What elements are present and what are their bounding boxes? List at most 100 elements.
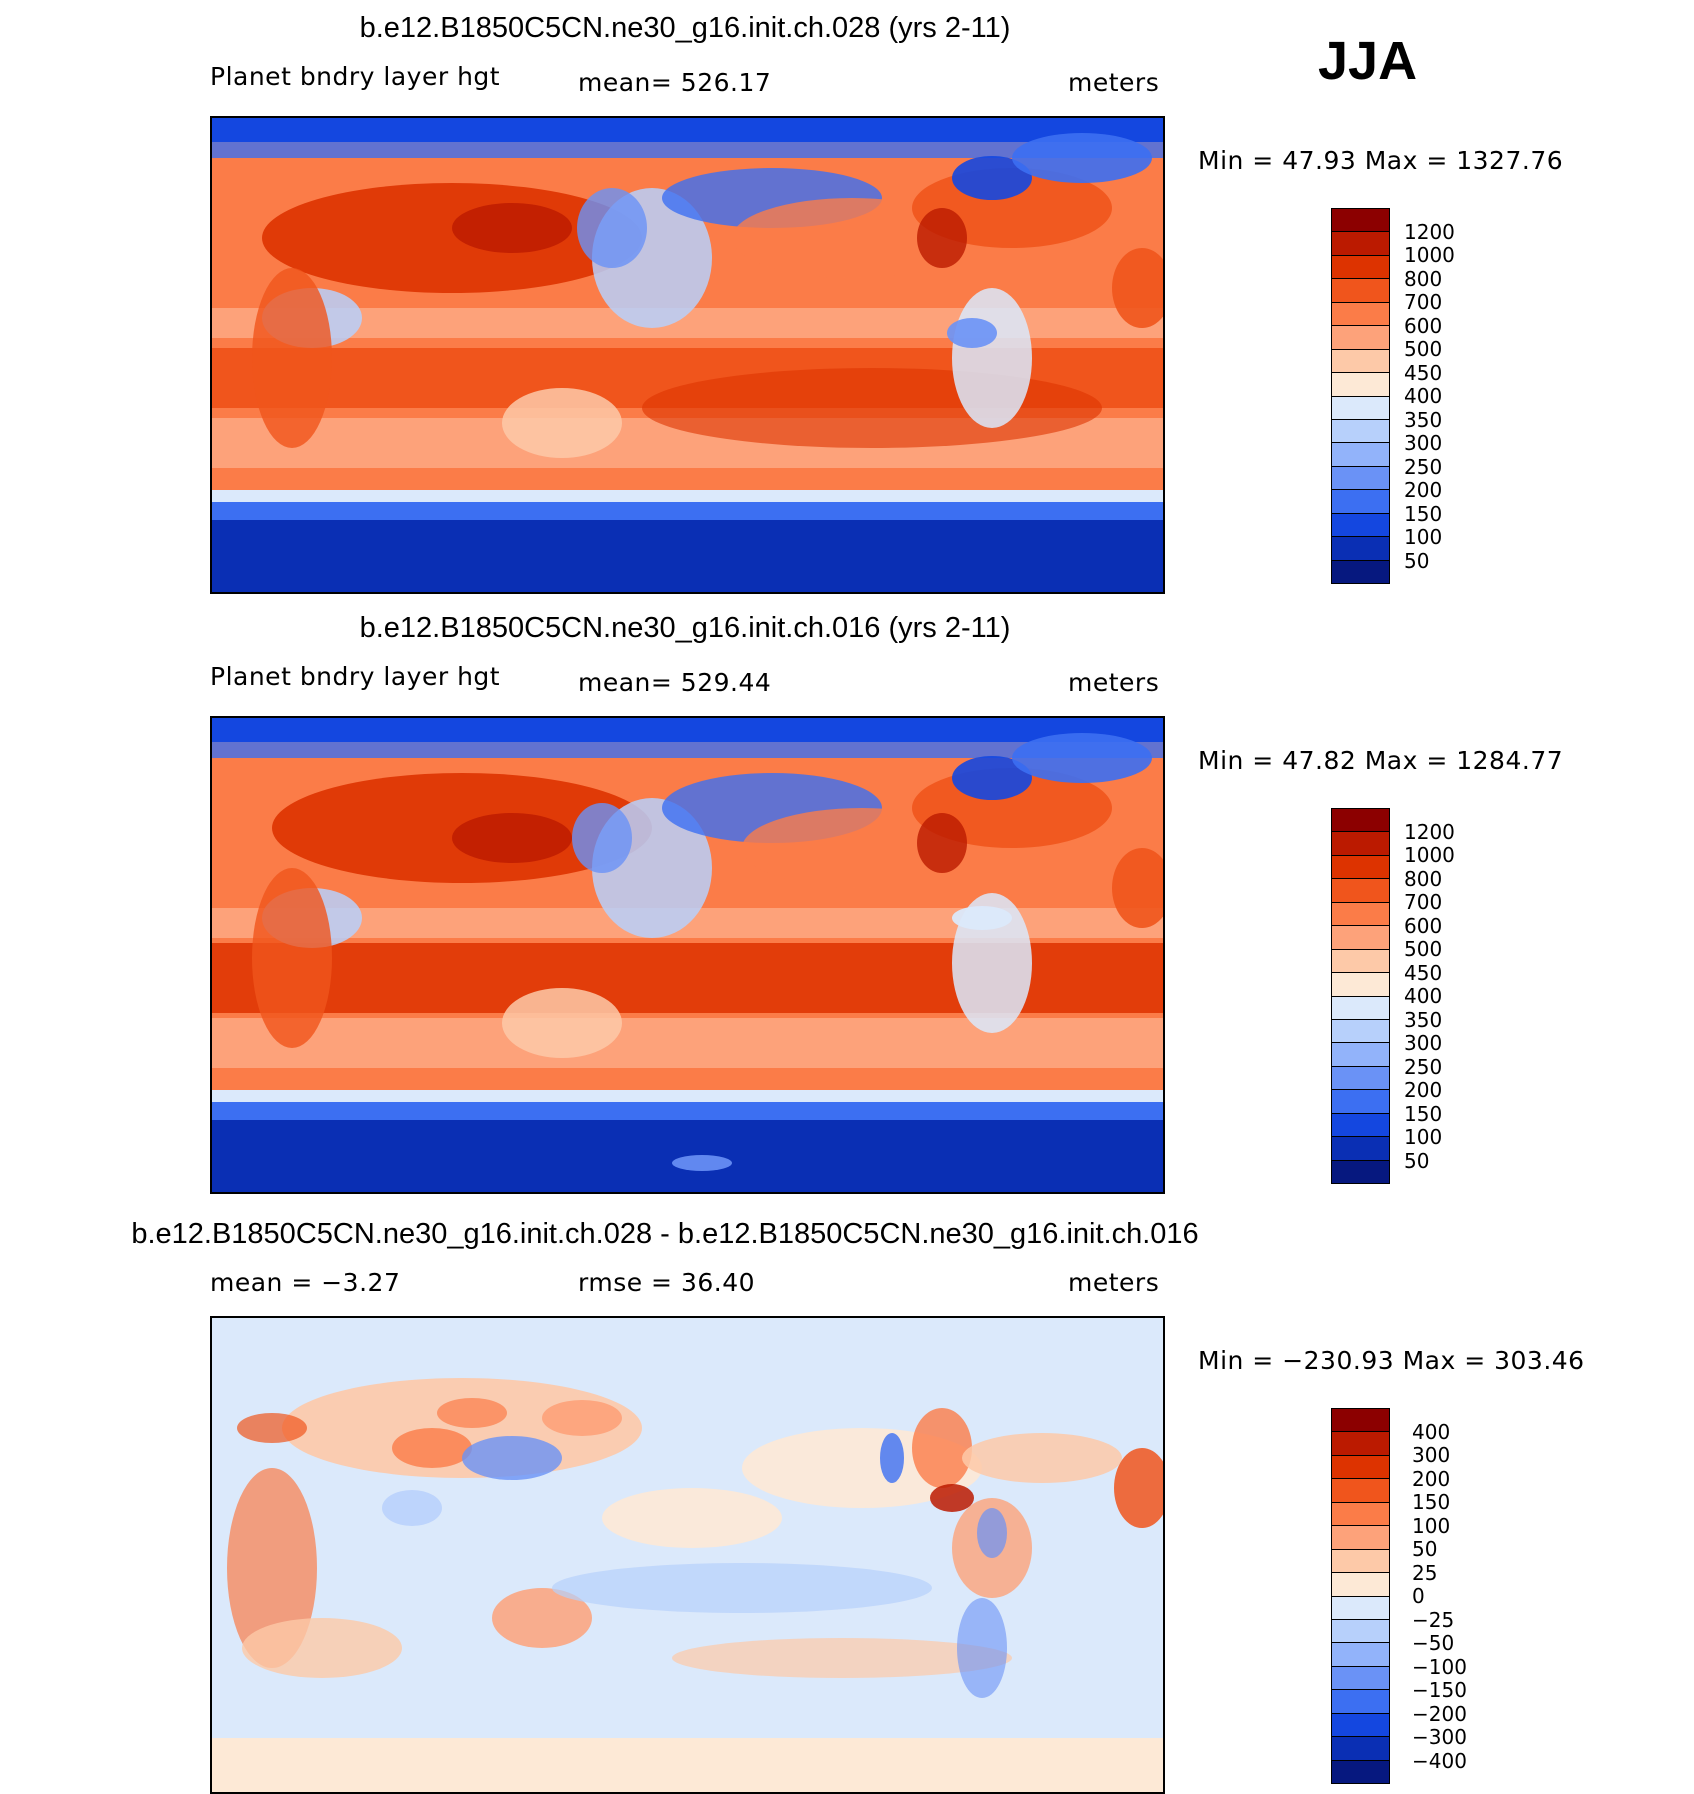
colorbar-box — [1332, 1737, 1389, 1761]
panel-1-colorbar-labels: 1200 1000 800 700 600 500 450 400 350 300 250 200 15… — [1404, 208, 1484, 584]
colorbar-tick-label: −300 — [1412, 1725, 1467, 1749]
colorbar-box — [1332, 949, 1389, 974]
colorbar-box — [1332, 255, 1389, 280]
colorbar-box — [1332, 349, 1389, 374]
colorbar-box — [1332, 1666, 1389, 1691]
colorbar-tick-label: 100 — [1412, 1513, 1451, 1538]
panel-3-mean: mean = −3.27 — [210, 1268, 401, 1297]
colorbar-box — [1332, 1090, 1389, 1114]
colorbar-box — [1332, 1137, 1389, 1161]
colorbar-box — [1332, 855, 1389, 880]
colorbar-box — [1332, 232, 1389, 256]
panel-2-units: meters — [1068, 668, 1160, 697]
colorbar-tick-label: 150 — [1412, 1490, 1451, 1514]
colorbar-box — [1332, 326, 1389, 350]
panel-3-colorbar-labels: 400 300 200 150 100 50 25 0 −25 −50 −100 −150 −200 −3… — [1412, 1408, 1492, 1784]
panel-3-rmse: rmse = 36.40 — [578, 1268, 756, 1297]
panel-2-variable: Planet bndry layer hgt — [210, 662, 501, 691]
colorbar-tick-label: 1000 — [1404, 243, 1455, 267]
panel-3-map — [210, 1316, 1165, 1794]
panel-1-variable: Planet bndry layer hgt — [210, 62, 501, 91]
colorbar-tick-label: 450 — [1404, 960, 1443, 985]
panel-1-colorbar — [1331, 208, 1390, 584]
panel-1-field — [212, 118, 1163, 592]
colorbar-box — [1332, 902, 1389, 927]
colorbar-tick-label: 100 — [1404, 1125, 1443, 1149]
colorbar-tick-label: 800 — [1404, 866, 1443, 891]
colorbar-tick-label: 100 — [1404, 525, 1443, 549]
panel-2-title: b.e12.B1850C5CN.ne30_g16.init.ch.016 (yr… — [359, 612, 1011, 644]
colorbar-tick-label: 150 — [1404, 501, 1443, 526]
colorbar-tick-label: 50 — [1412, 1537, 1438, 1561]
panel-2-colorbar-labels: 1200 1000 800 700 600 500 450 400 350 300 250 200 15… — [1404, 808, 1484, 1184]
colorbar-box — [1332, 1455, 1389, 1480]
colorbar-tick-label: 250 — [1404, 1054, 1443, 1079]
season-label: JJA — [1318, 31, 1418, 91]
colorbar-tick-label: 350 — [1404, 407, 1443, 432]
colorbar-box — [1332, 1066, 1389, 1091]
colorbar-box — [1332, 209, 1389, 233]
colorbar-box — [1332, 809, 1389, 833]
colorbar-box — [1332, 302, 1389, 327]
colorbar-tick-label: 600 — [1404, 913, 1443, 938]
colorbar-box — [1332, 1019, 1389, 1044]
colorbar-tick-label: 300 — [1404, 1031, 1443, 1055]
colorbar-tick-label: 250 — [1404, 454, 1443, 479]
colorbar-box — [1332, 1596, 1389, 1620]
colorbar-box — [1332, 1549, 1389, 1574]
panel-1-mean: mean= 526.17 — [578, 68, 772, 97]
colorbar-box — [1332, 1573, 1389, 1597]
panel-3-field — [212, 1318, 1163, 1792]
colorbar-box — [1332, 1690, 1389, 1714]
colorbar-box — [1332, 1113, 1389, 1138]
colorbar-tick-label: 350 — [1404, 1007, 1443, 1032]
colorbar-box — [1332, 926, 1389, 950]
panel-1-map — [210, 116, 1165, 594]
colorbar-tick-label: 300 — [1412, 1443, 1451, 1467]
colorbar-box — [1332, 1619, 1389, 1644]
colorbar-tick-label: −25 — [1412, 1607, 1455, 1632]
colorbar-tick-label: 800 — [1404, 266, 1443, 291]
colorbar-box — [1332, 537, 1389, 561]
colorbar-box — [1332, 1479, 1389, 1503]
panel-1-units: meters — [1068, 68, 1160, 97]
colorbar-tick-label: 200 — [1412, 1466, 1451, 1491]
colorbar-tick-label: 1200 — [1404, 219, 1455, 244]
colorbar-tick-label: 450 — [1404, 360, 1443, 385]
panel-3-colorbar — [1331, 1408, 1390, 1784]
colorbar-tick-label: −150 — [1412, 1678, 1467, 1702]
colorbar-tick-label: 50 — [1404, 548, 1430, 573]
colorbar-tick-label: 700 — [1404, 890, 1443, 914]
colorbar-tick-label: 700 — [1404, 290, 1443, 314]
panel-3-minmax: Min = −230.93 Max = 303.46 — [1198, 1346, 1585, 1375]
panel-3-units: meters — [1068, 1268, 1160, 1297]
colorbar-box — [1332, 1043, 1389, 1067]
panel-1-minmax: Min = 47.93 Max = 1327.76 — [1198, 146, 1564, 175]
colorbar-tick-label: 300 — [1404, 431, 1443, 455]
panel-2-map — [210, 716, 1165, 1194]
panel-2-colorbar — [1331, 808, 1390, 1184]
panel-2-minmax: Min = 47.82 Max = 1284.77 — [1198, 746, 1564, 775]
colorbar-tick-label: −200 — [1412, 1701, 1467, 1726]
colorbar-tick-label: 25 — [1412, 1560, 1438, 1585]
colorbar-box — [1332, 443, 1389, 467]
colorbar-box — [1332, 419, 1389, 444]
colorbar-tick-label: 400 — [1404, 984, 1443, 1008]
colorbar-box — [1332, 832, 1389, 856]
colorbar-box — [1332, 1526, 1389, 1550]
colorbar-tick-label: 0 — [1412, 1584, 1425, 1608]
colorbar-tick-label: 500 — [1404, 337, 1443, 361]
colorbar-tick-label: −400 — [1412, 1748, 1467, 1773]
colorbar-box — [1332, 1432, 1389, 1456]
colorbar-box — [1332, 1713, 1389, 1738]
colorbar-box — [1332, 1643, 1389, 1667]
colorbar-box — [1332, 373, 1389, 397]
colorbar-box — [1332, 513, 1389, 538]
colorbar-box — [1332, 1760, 1389, 1783]
colorbar-box — [1332, 996, 1389, 1020]
colorbar-box — [1332, 1502, 1389, 1527]
colorbar-tick-label: 1200 — [1404, 819, 1455, 844]
panel-2-field — [212, 718, 1163, 1192]
colorbar-tick-label: −100 — [1412, 1654, 1467, 1679]
colorbar-tick-label: 50 — [1404, 1148, 1430, 1173]
